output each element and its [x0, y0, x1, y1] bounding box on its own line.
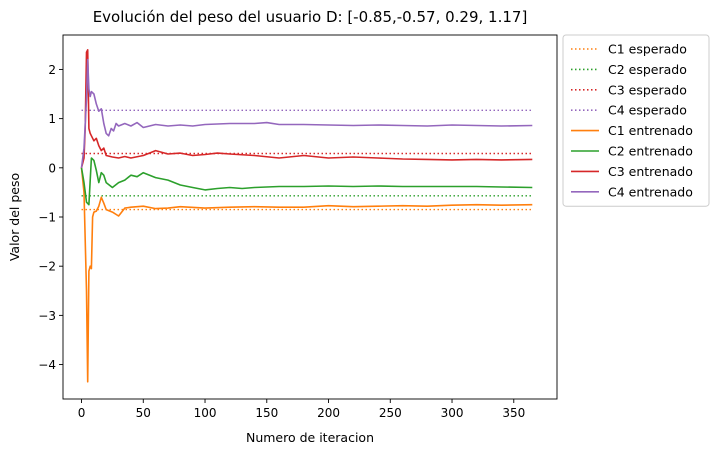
y-axis-label: Valor del peso	[7, 173, 22, 261]
y-tick-label: 1	[48, 112, 56, 126]
y-tick-label: −3	[38, 309, 56, 323]
legend-label: C2 entrenado	[608, 144, 693, 159]
y-tick-label: 2	[48, 63, 56, 77]
legend-label: C3 esperado	[608, 82, 687, 97]
series-line-6	[80, 157, 533, 206]
legend-box	[562, 34, 710, 207]
x-tick-label: 150	[255, 406, 278, 420]
plot-lines	[80, 48, 533, 383]
x-tick-label: 250	[379, 406, 402, 420]
legend-label: C3 entrenado	[608, 164, 693, 179]
series-line-7	[80, 48, 533, 168]
legend-label: C4 entrenado	[608, 184, 693, 199]
y-axis-ticks: −4 −3 −2 −1 0 1 2	[38, 63, 63, 372]
y-tick-label: −1	[38, 211, 56, 225]
legend-label: C4 esperado	[608, 103, 687, 118]
x-tick-label: 0	[78, 406, 86, 420]
series-line-8	[80, 58, 533, 168]
legend: C1 esperado C2 esperado C3 esperado C4 espe…	[562, 34, 710, 207]
y-tick-label: −4	[38, 358, 56, 372]
legend-label: C1 entrenado	[608, 123, 693, 138]
chart-title: Evolución del peso del usuario D: [-0.85…	[93, 8, 528, 26]
x-tick-label: 300	[441, 406, 464, 420]
legend-label: C2 esperado	[608, 62, 687, 77]
x-axis-label: Numero de iteracion	[246, 430, 374, 445]
plot-frame	[62, 34, 558, 400]
x-tick-label: 200	[317, 406, 340, 420]
y-tick-label: −2	[38, 260, 56, 274]
x-tick-label: 50	[136, 406, 151, 420]
y-tick-label: 0	[48, 161, 56, 175]
legend-label: C1 esperado	[608, 42, 687, 57]
x-tick-label: 350	[502, 406, 525, 420]
x-axis-ticks: 0 50 100 150 200 250 300 350	[78, 399, 525, 420]
series-line-5	[80, 167, 533, 383]
x-tick-label: 100	[194, 406, 217, 420]
